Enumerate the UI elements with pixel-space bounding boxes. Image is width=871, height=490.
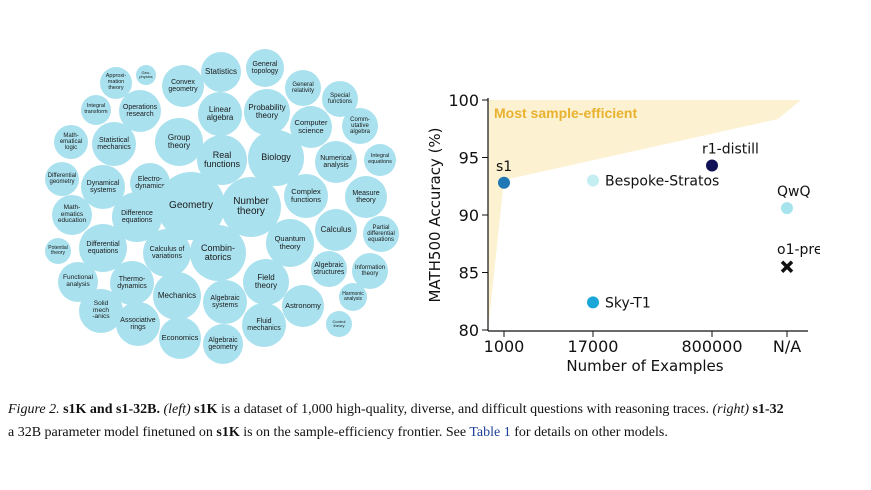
point-label: o1-preview xyxy=(777,242,820,258)
s1k-name-2: s1K xyxy=(216,425,240,441)
x-tick-label: N/A xyxy=(773,337,801,356)
point-marker-x xyxy=(780,260,794,273)
topic-bubble: Integral transform xyxy=(81,95,111,125)
point-label: Sky-T1 xyxy=(605,295,651,311)
topic-bubble: Linear algebra xyxy=(198,92,242,136)
topic-bubble: Fluid mechanics xyxy=(242,303,286,347)
y-tick-label: 95 xyxy=(459,149,479,168)
caption-text-3: is on the sample-efficiency frontier. Se… xyxy=(239,425,470,441)
x-ticks: 1000 17000 800000 N/A xyxy=(484,331,801,356)
s1k-name: s1K xyxy=(194,402,218,417)
topic-bubble: Calculus xyxy=(315,209,357,251)
caption-text-2: a 32B parameter model finetuned on xyxy=(8,425,217,441)
point-marker xyxy=(498,176,510,189)
topic-bubble: Combin- atorics xyxy=(190,225,246,281)
topic-bubble: Probability theory xyxy=(244,89,290,135)
right-tag: (right) xyxy=(712,402,750,417)
topic-bubble: Convex geometry xyxy=(162,65,204,107)
topic-bubble: Associative rings xyxy=(116,302,160,346)
topic-bubble: Measure theory xyxy=(345,176,387,218)
topic-bubble: Functional analysis xyxy=(58,262,98,302)
topic-bubble: Solid mech -anics xyxy=(79,289,123,333)
topic-bubble: Comm- utative algebra xyxy=(342,108,378,144)
topic-bubble: Economics xyxy=(159,317,201,359)
topic-bubble: Complex functions xyxy=(284,174,328,218)
topic-bubble: Statistical mechanics xyxy=(92,122,136,166)
figure-caption: Figure 2. s1K and s1-32B. (left) s1K is … xyxy=(8,398,868,444)
point-label: r1-distill xyxy=(702,142,759,158)
point-marker xyxy=(587,296,599,309)
topic-bubble: Algebraic systems xyxy=(203,280,247,324)
topic-bubble: Mechanics xyxy=(153,272,201,320)
topic-bubble: Math- ematics education xyxy=(52,195,92,235)
y-tick-label: 100 xyxy=(448,91,479,110)
point-label: QwQ xyxy=(777,184,811,200)
y-ticks: 80 85 90 95 100 xyxy=(448,91,488,340)
point-marker xyxy=(587,174,599,187)
caption-text-4: for details on other models. xyxy=(510,425,668,441)
x-tick-label: 17000 xyxy=(568,337,619,356)
region-annotation: Most sample-efficient xyxy=(494,105,637,121)
left-tag: (left) xyxy=(163,402,191,417)
topic-bubble: Potential theory xyxy=(45,238,71,264)
point-marker xyxy=(781,202,793,215)
point-label: Bespoke-Stratos xyxy=(605,174,719,190)
topic-bubble: Harmonic analysis xyxy=(339,283,367,311)
topic-bubble-cloud: Statistics General topology Approxi- matio… xyxy=(45,49,399,364)
topic-bubble: Statistics xyxy=(201,52,241,92)
topic-bubble: Control theory xyxy=(326,311,352,337)
topic-bubble: Group theory xyxy=(155,118,203,166)
topic-bubble: Astronomy xyxy=(282,285,324,327)
topic-bubble: General relativity xyxy=(285,70,321,106)
x-axis-label: Number of Examples xyxy=(566,357,723,375)
y-tick-label: 90 xyxy=(459,206,479,225)
topic-bubble: Algebraic geometry xyxy=(203,324,243,364)
x-tick-label: 800000 xyxy=(681,337,742,356)
y-tick-label: 80 xyxy=(459,321,479,340)
caption-title: s1K and s1-32B. xyxy=(63,402,160,417)
topic-bubble: Information theory xyxy=(352,253,388,289)
topic-bubble: Field theory xyxy=(243,259,289,305)
topic-bubble: Integral equations xyxy=(364,144,396,176)
topic-bubble: General topology xyxy=(246,49,284,87)
y-axis-label: MATH500 Accuracy (%) xyxy=(426,127,444,302)
topic-bubble: Algebraic structures xyxy=(311,251,347,287)
topic-bubble: Partial differential equations xyxy=(363,216,399,252)
topic-bubble: Geo- physics xyxy=(136,65,156,85)
caption-text-1: is a dataset of 1,000 high-quality, dive… xyxy=(217,402,713,417)
topic-bubble: Calculus of variations xyxy=(143,229,191,277)
topic-bubble: Quantum theory xyxy=(266,219,314,267)
s1-32-name: s1-32 xyxy=(752,402,784,417)
table-1-link[interactable]: Table 1 xyxy=(469,425,511,441)
point-label: s1 xyxy=(496,159,512,175)
topic-bubble: Numerical analysis xyxy=(315,141,357,183)
y-tick-label: 85 xyxy=(459,264,479,283)
sample-efficiency-chart: Most sample-efficient 80 85 90 95 100 1000 17… xyxy=(426,91,820,375)
topic-bubble: Differential geometry xyxy=(45,162,79,196)
x-tick-label: 1000 xyxy=(484,337,525,356)
data-points: s1 Bespoke-Stratos r1-distill QwQ o1-preview… xyxy=(496,142,820,312)
point-marker xyxy=(706,159,718,172)
topic-bubble: Math- ematical logic xyxy=(54,125,88,159)
efficient-region xyxy=(488,100,801,330)
figure-label: Figure 2. xyxy=(8,402,60,417)
